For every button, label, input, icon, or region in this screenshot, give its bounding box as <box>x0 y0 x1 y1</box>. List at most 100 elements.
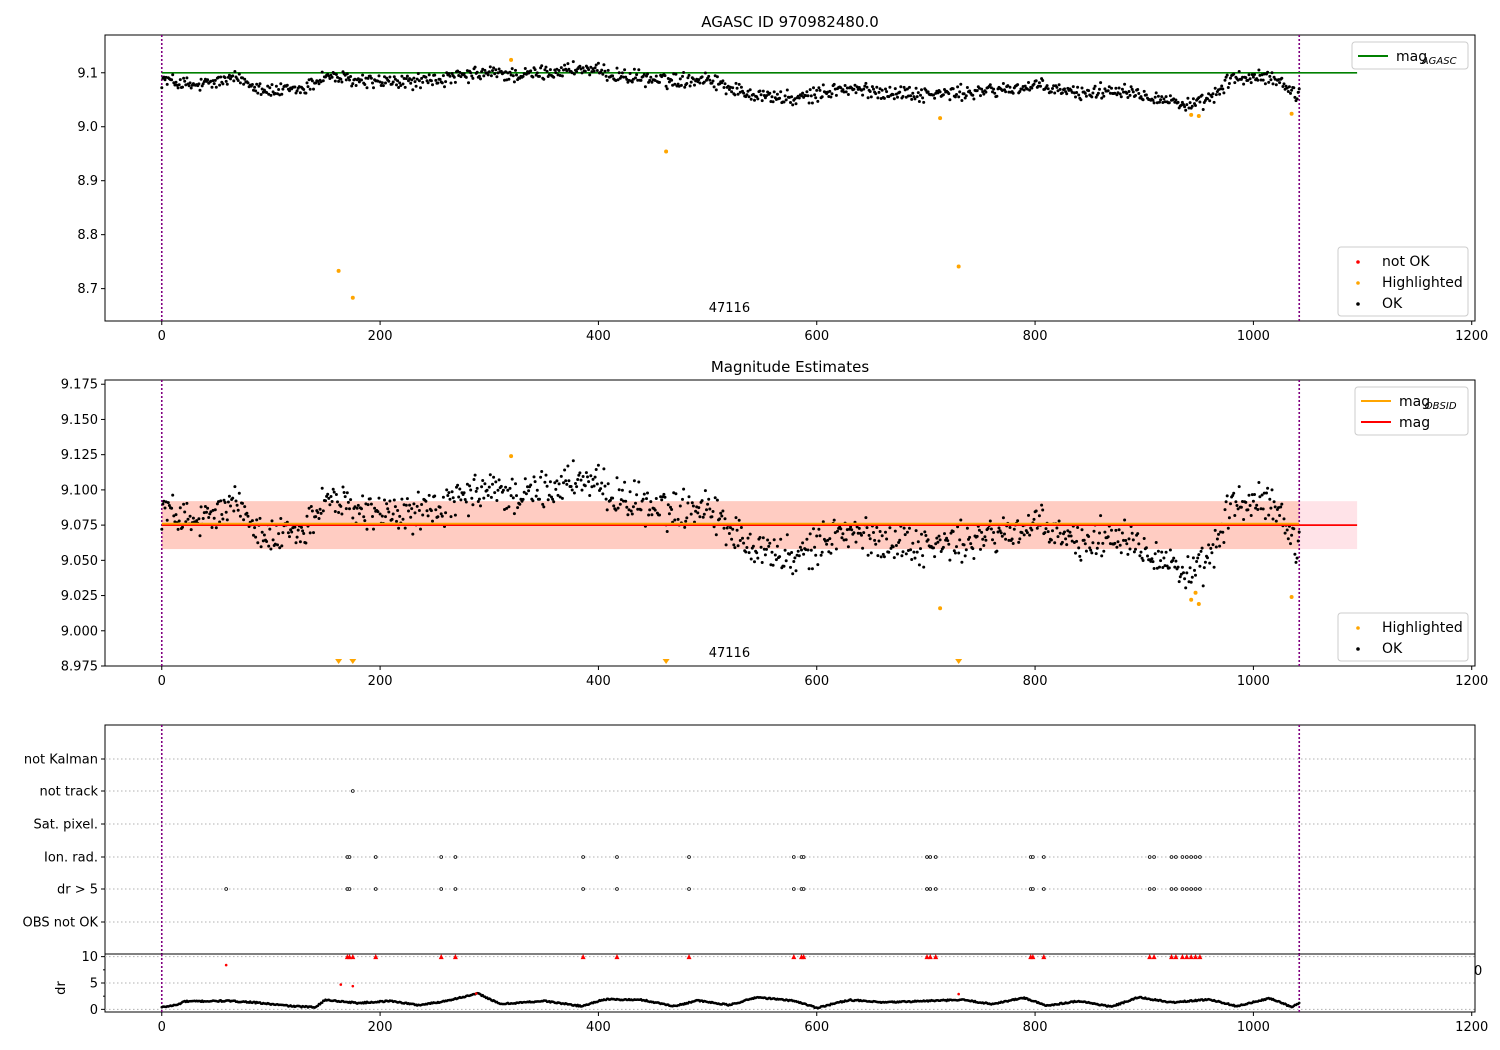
panel1-ok-point <box>467 81 470 85</box>
panel1-ok-point <box>487 70 491 74</box>
panel2-ok-point <box>977 528 981 532</box>
panel2-ok-point <box>1167 566 1171 570</box>
panel2-ok-point <box>1156 549 1160 553</box>
panel1-ok-point <box>737 82 741 86</box>
panel1-ok-point <box>1200 93 1204 97</box>
panel2-x-tick-label: 1200 <box>1455 674 1488 689</box>
panel2-ok-point <box>878 530 882 533</box>
panel1-ok-point <box>807 101 811 105</box>
panel1-ok-point <box>417 79 421 83</box>
panel1-ok-point <box>305 81 309 85</box>
panel2-ok-point <box>869 551 873 555</box>
panel2-ok-point <box>852 531 856 535</box>
panel1-ok-point <box>1142 89 1146 93</box>
panel2-ok-point <box>269 547 273 551</box>
panel1-ok-point <box>731 86 735 90</box>
panel2-ok-point <box>1056 535 1060 539</box>
panel1-ok-point <box>171 73 175 77</box>
panel2-ok-point <box>481 479 485 482</box>
dr-clipped-marker <box>373 954 379 960</box>
panel1-ok-point <box>410 78 414 82</box>
panel1-ok-point <box>187 84 191 88</box>
panel1-ok-point <box>1267 80 1271 84</box>
panel1-ok-point <box>1263 82 1267 86</box>
panel2-ok-point <box>1158 565 1161 569</box>
panel1-ok-point <box>411 88 415 92</box>
panel2-ok-point <box>867 533 871 537</box>
panel2-ok-point <box>646 491 649 495</box>
dr-clipped-marker <box>1179 954 1185 960</box>
panel1-ok-point <box>447 72 451 76</box>
panel1-ok-point <box>533 68 537 72</box>
panel2-ok-point <box>1149 559 1153 563</box>
panel2-ok-point <box>278 546 282 550</box>
panel1-ok-point <box>521 74 525 78</box>
panel1-ok-point <box>1268 74 1272 78</box>
panel2-ok-point <box>807 567 811 571</box>
panel1-ok-point <box>452 75 456 79</box>
panel1-ok-point <box>623 68 627 72</box>
flag-point <box>1031 887 1035 891</box>
panel1-ok-point <box>912 95 916 99</box>
panel1-ok-point <box>911 91 915 95</box>
panel2-ok-point <box>1253 493 1256 496</box>
panel1-ok-point <box>681 74 684 78</box>
panel2-x-tick-label: 0 <box>158 674 166 689</box>
panel1-ok-point <box>266 84 270 88</box>
panel2-ok-point <box>489 495 493 499</box>
panel1-ok-point <box>1055 85 1059 89</box>
flag-point <box>933 887 938 891</box>
panel2-ok-point <box>932 546 935 550</box>
panel1-ok-point <box>596 61 600 65</box>
panel2-ok-point <box>753 560 756 564</box>
panel2-ok-point <box>911 541 915 545</box>
panel1-ok-point <box>1218 92 1222 96</box>
panel2-ok-point <box>581 475 585 478</box>
panel1-ok-point <box>1207 92 1211 96</box>
panel2-ok-point <box>600 481 604 485</box>
panel2-legend-point-swatch <box>1356 626 1360 630</box>
panel1-ok-point <box>377 74 381 78</box>
panel1-x-tick-label: 800 <box>1023 329 1048 344</box>
panel2-ok-point <box>872 531 875 534</box>
panel2-ok-point <box>177 519 181 523</box>
panel2-ok-point <box>624 499 628 503</box>
panel2-ok-point <box>1197 553 1201 557</box>
dr-clipped-marker <box>1169 954 1175 960</box>
panel2-ok-point <box>865 526 869 530</box>
panel2-ok-point <box>817 527 821 531</box>
panel1-ok-point <box>919 93 922 97</box>
panel1-ok-point <box>646 72 649 76</box>
panel2-ok-point <box>383 498 386 502</box>
panel2-ok-point <box>1068 530 1072 534</box>
panel2-ok-point <box>547 493 551 497</box>
panel2-ok-point <box>553 481 557 485</box>
panel1-ok-point <box>1118 92 1122 96</box>
panel1-ok-point <box>545 69 549 73</box>
panel1-ok-point <box>414 84 418 88</box>
panel1-ok-point <box>1130 87 1134 91</box>
panel2-ok-point <box>384 515 387 519</box>
panel1-ok-point <box>1256 78 1260 82</box>
panel2-ok-point <box>959 518 963 522</box>
panel2-ok-point <box>719 511 723 515</box>
panel2-ok-point <box>619 498 623 502</box>
panel2-ok-point <box>1074 551 1077 555</box>
panel1-ok-point <box>862 87 866 91</box>
panel2-ok-point <box>1060 540 1064 544</box>
panel2-ok-point <box>431 519 434 523</box>
panel2-ok-point <box>417 509 421 512</box>
panel2-ok-point <box>499 484 503 488</box>
panel4-x-tick-label: 1000 <box>1237 1020 1270 1035</box>
panel1-ok-point <box>302 88 306 91</box>
panel2-ok-point <box>1177 580 1181 584</box>
panel2-ok-point <box>427 493 431 497</box>
panel1-ok-point <box>1007 90 1011 94</box>
panel1-ok-point <box>972 97 976 101</box>
panel1-ok-point <box>1051 87 1054 90</box>
panel2-ok-point <box>495 499 499 502</box>
panel2-ok-point <box>1261 507 1265 511</box>
panel2-ok-point <box>678 504 682 508</box>
panel1-ok-point <box>630 80 634 84</box>
panel2-ok-point <box>722 526 726 530</box>
